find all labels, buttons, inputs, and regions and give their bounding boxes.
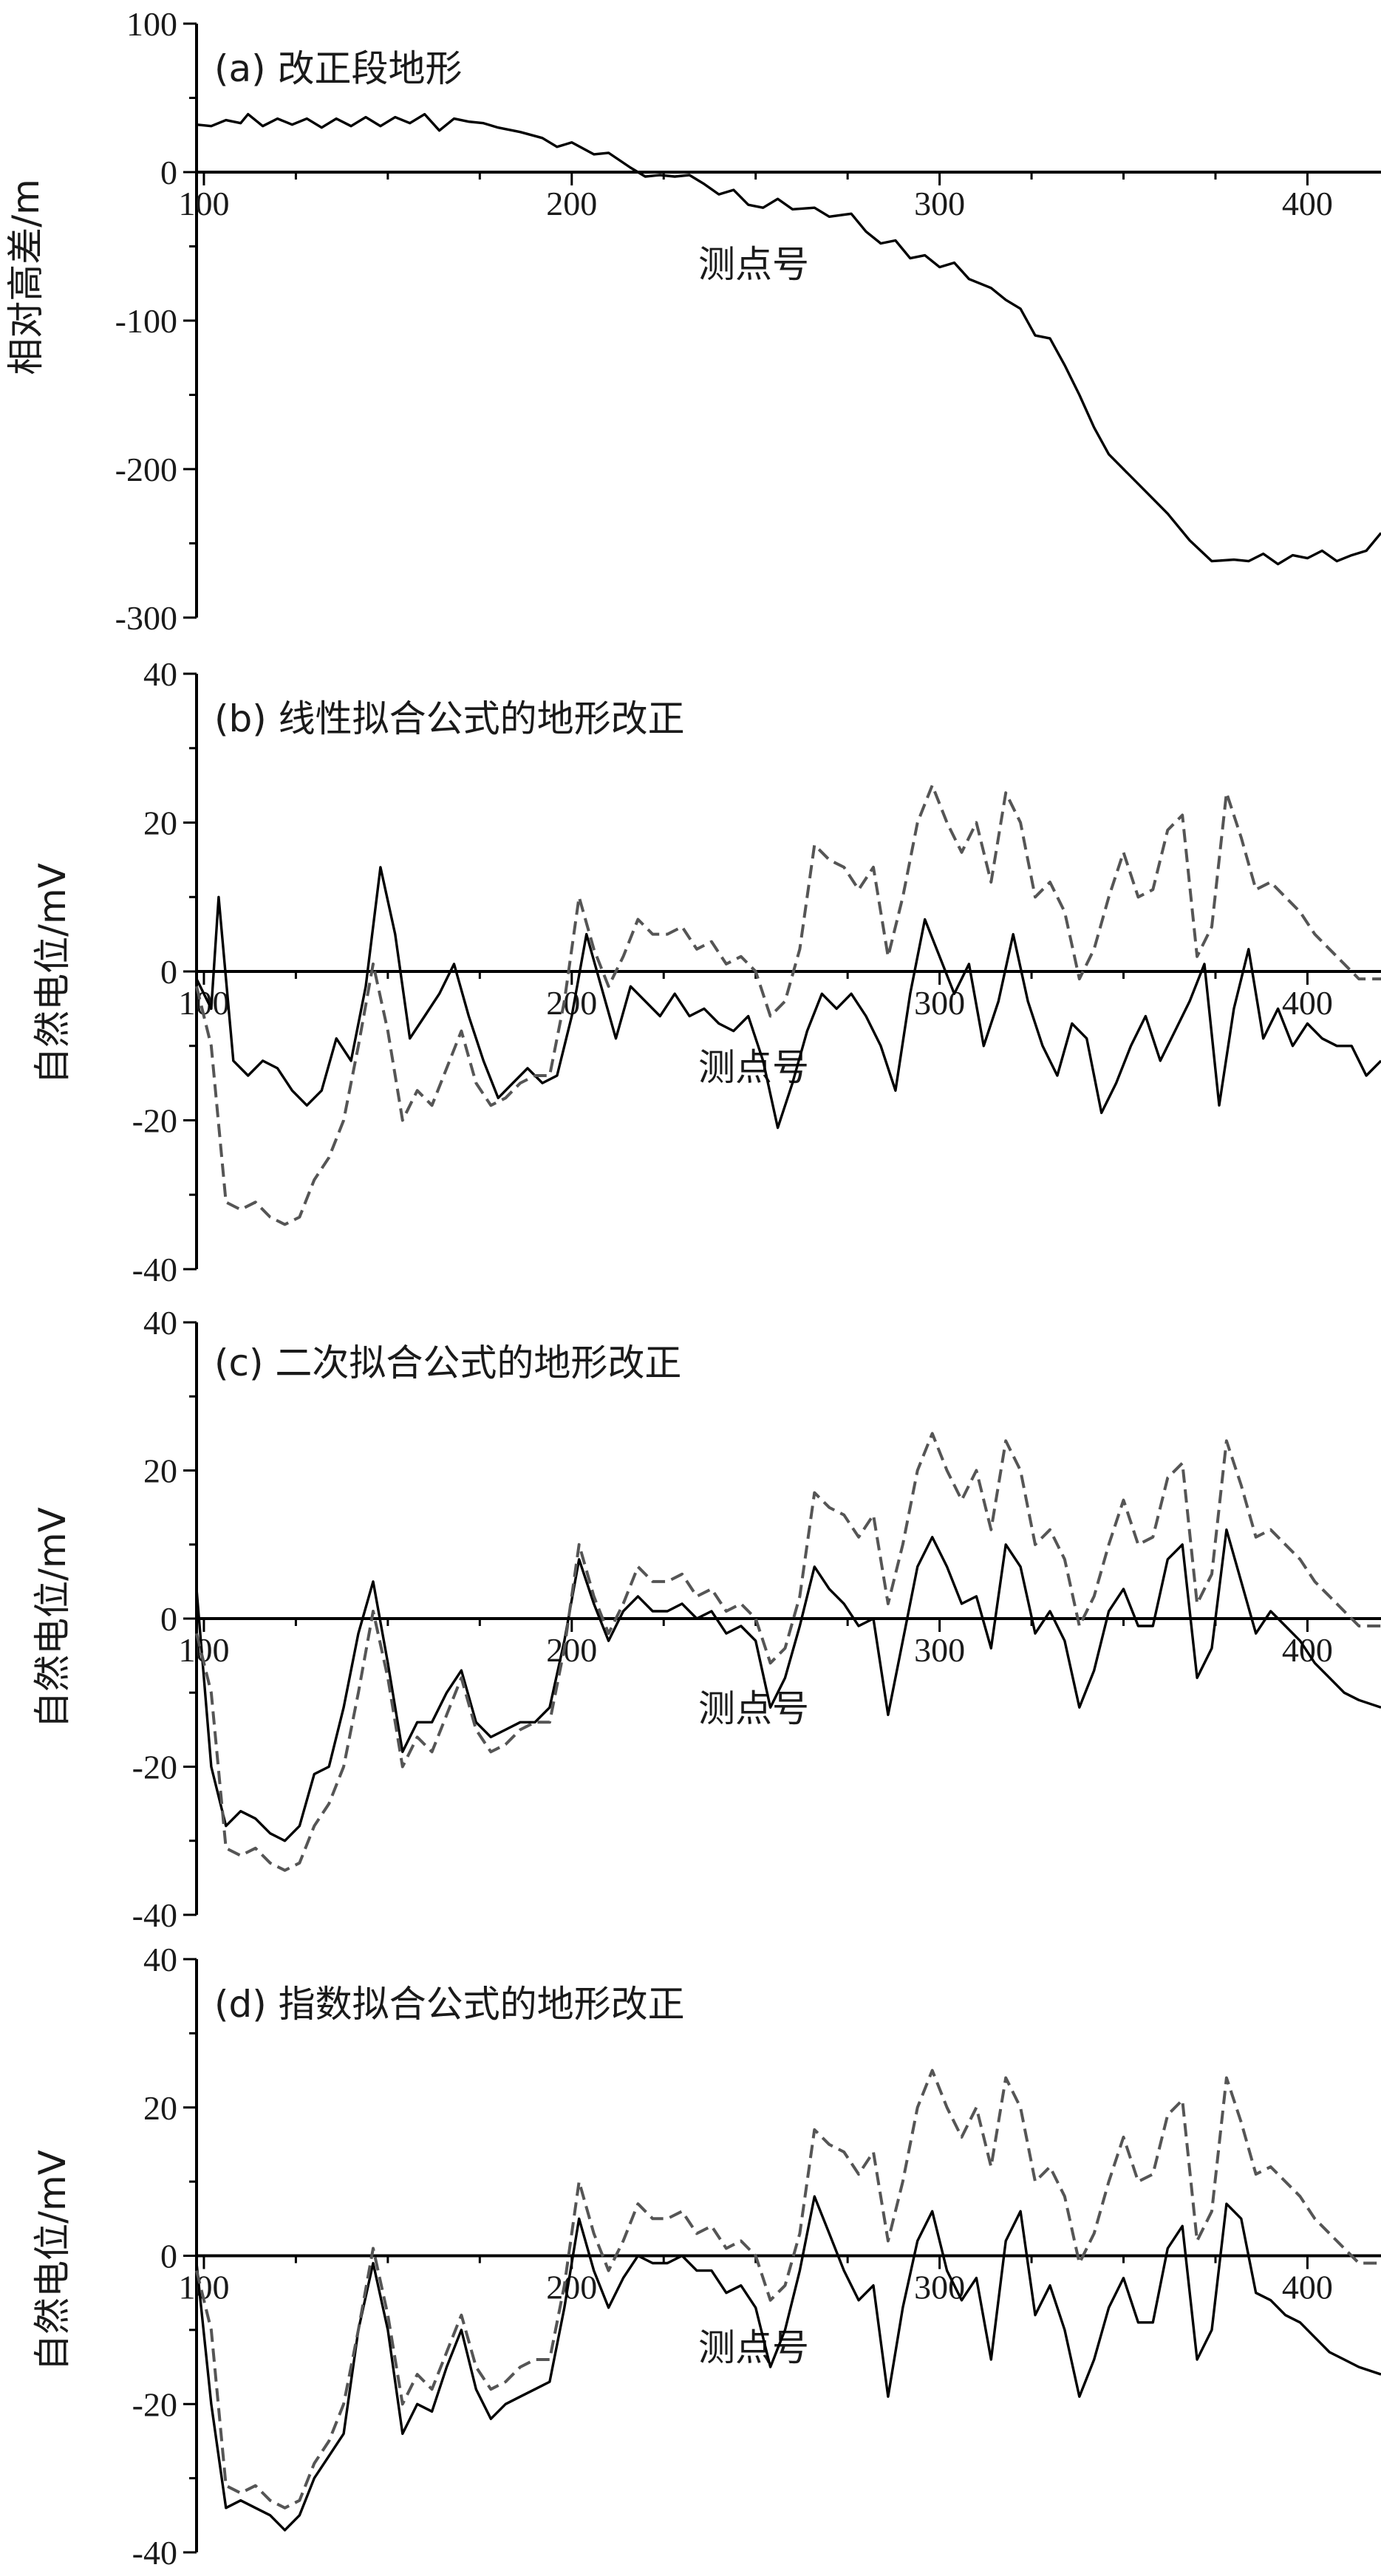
panel-c-solid-series-line — [195, 1528, 1381, 1842]
panel-a-y-tick-label: -200 — [115, 451, 177, 488]
panel-d-y-tick-label: -40 — [132, 2534, 177, 2572]
panel-c-ylabel: 自然电位/mV — [31, 1507, 74, 1729]
panel-d-x-tick-label: 400 — [1282, 2269, 1333, 2306]
panel-b-y-tick-label: -40 — [132, 1251, 177, 1288]
panel-c: (c) 二次拟合公式的地形改正 自然电位/mV 测点号 40200-20-401… — [31, 1304, 1381, 1934]
panel-d-x-tick-label: 200 — [546, 2269, 597, 2306]
panel-a-x-tick-label: 400 — [1282, 185, 1333, 222]
panel-d-ylabel: 自然电位/mV — [31, 2150, 74, 2371]
panel-d-y-tick-label: 20 — [143, 2089, 177, 2127]
panel-c-title: (c) 二次拟合公式的地形改正 — [214, 1342, 681, 1384]
panel-d-y-tick-label: 40 — [143, 1941, 177, 1978]
panel-b: (b) 线性拟合公式的地形改正 自然电位/mV 测点号 40200-20-401… — [31, 655, 1381, 1288]
panel-c-y-tick-label: 0 — [160, 1600, 177, 1638]
panel-b-y-tick-label: 40 — [143, 655, 177, 693]
panel-c-x-tick-label: 300 — [914, 1631, 965, 1669]
panel-b-title: (b) 线性拟合公式的地形改正 — [214, 697, 685, 740]
panel-b-y-tick-label: -20 — [132, 1102, 177, 1140]
panel-b-solid-series-line — [195, 866, 1381, 1130]
panel-b-dashed-series-line — [195, 784, 1381, 1226]
panel-d-y-tick-label: 0 — [160, 2238, 177, 2275]
panel-c-x-tick-label: 200 — [546, 1631, 597, 1669]
panel-a-x-tick-label: 200 — [546, 185, 597, 222]
panel-a-x-tick-label: 300 — [914, 185, 965, 222]
panel-a-solid-series-line — [196, 112, 1381, 566]
panel-d: (d) 指数拟合公式的地形改正 自然电位/mV 测点号 40200-20-401… — [31, 1941, 1381, 2572]
panel-d-title: (d) 指数拟合公式的地形改正 — [214, 1983, 685, 2026]
panel-b-xlabel: 测点号 — [698, 1046, 809, 1089]
panel-c-y-tick-label: 20 — [143, 1452, 177, 1490]
panel-a-y-tick-label: 0 — [160, 154, 177, 191]
panel-d-solid-series-line — [195, 2195, 1381, 2532]
panel-d-x-tick-label: 300 — [914, 2269, 965, 2306]
panel-b-x-tick-label: 400 — [1282, 984, 1333, 1022]
panel-a-ylabel: 相对高差/m — [4, 179, 47, 375]
panel-c-y-tick-label: 40 — [143, 1304, 177, 1342]
panel-d-y-tick-label: -20 — [132, 2385, 177, 2423]
panel-c-xlabel: 测点号 — [698, 1687, 809, 1730]
panel-a-title: (a) 改正段地形 — [214, 47, 463, 90]
panel-c-dashed-series-line — [195, 1432, 1381, 1872]
panel-a-y-tick-label: -100 — [115, 302, 177, 340]
panel-b-ylabel: 自然电位/mV — [31, 863, 74, 1084]
panel-b-y-tick-label: 0 — [160, 953, 177, 991]
panel-c-y-tick-label: -40 — [132, 1896, 177, 1934]
panel-d-xlabel: 测点号 — [698, 2326, 809, 2369]
panel-a: (a) 改正段地形 相对高差/m 测点号 1000-100-200-300100… — [4, 5, 1381, 637]
panel-c-y-tick-label: -20 — [132, 1749, 177, 1786]
panel-a-x-tick-label: 100 — [178, 185, 229, 222]
panel-b-y-tick-label: 20 — [143, 804, 177, 842]
panel-a-y-tick-label: 100 — [126, 5, 177, 43]
panel-a-xlabel: 测点号 — [698, 243, 809, 286]
panel-d-dashed-series-line — [195, 2068, 1381, 2510]
panel-a-y-tick-label: -300 — [115, 599, 177, 637]
